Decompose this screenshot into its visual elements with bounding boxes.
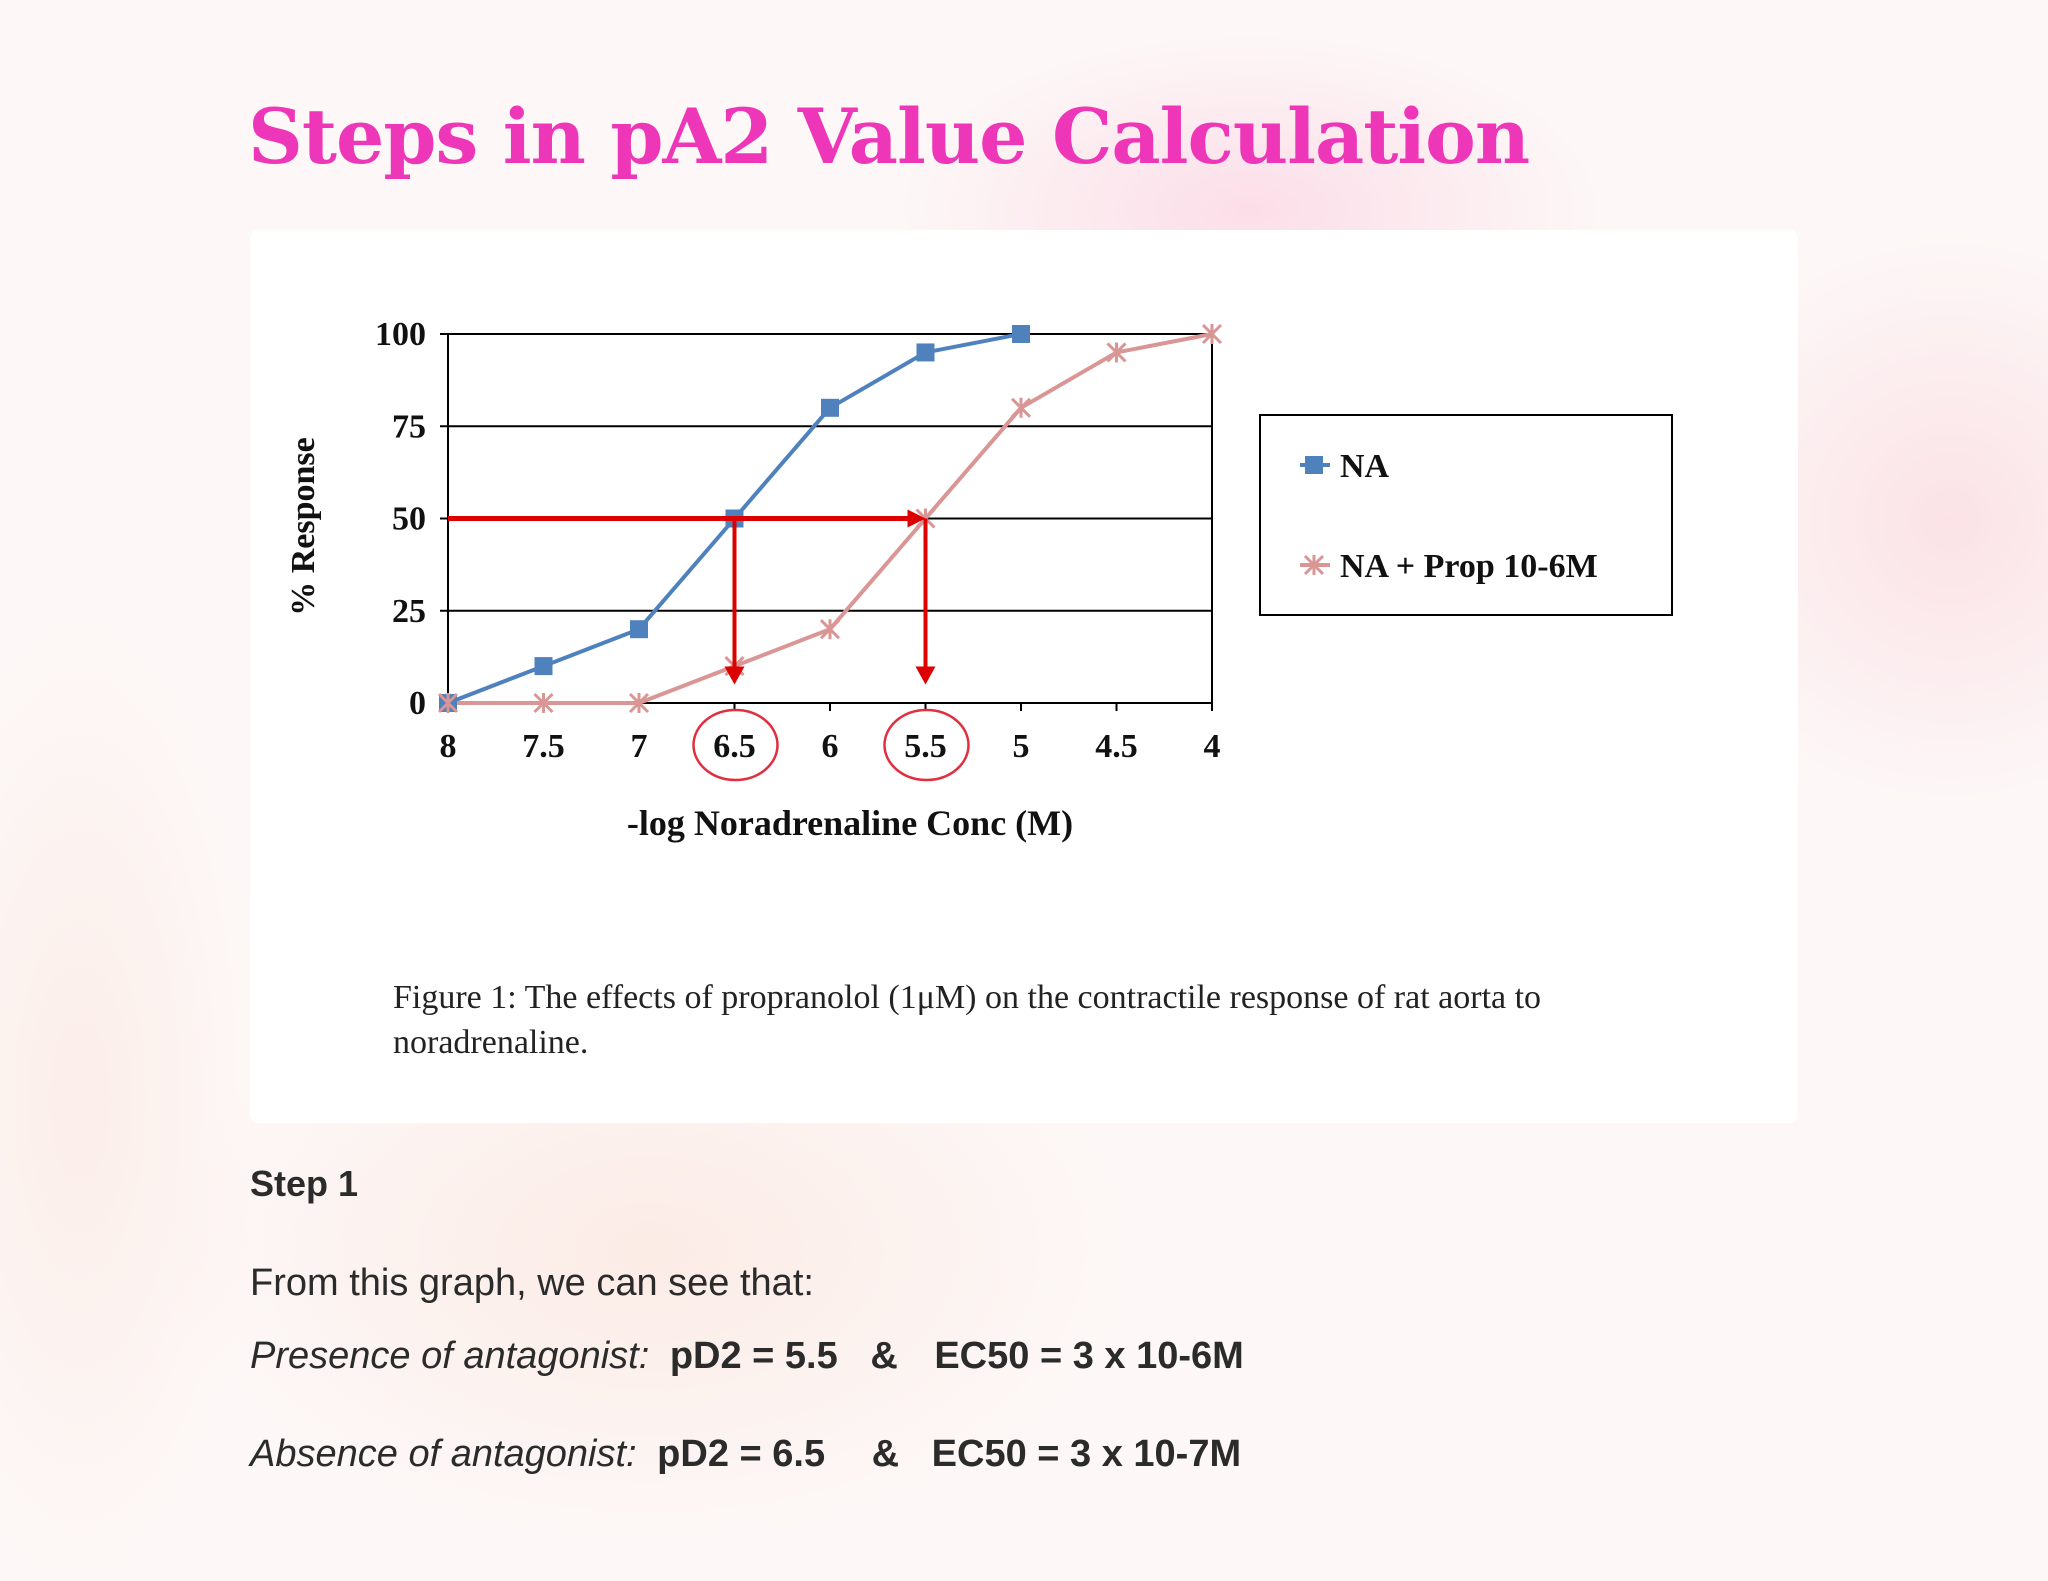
dose-response-chart: 0 25 50 75 100 8 7.5 7 6.5 6 5.5 5 4.5 4 -log Noradren… xyxy=(285,316,1673,843)
absence-pd2: pD2 = 6.5 xyxy=(657,1433,826,1475)
absence-line: Absence of antagonist: pD2 = 6.5 & EC50 … xyxy=(250,1433,1241,1476)
tick-circle-annotation xyxy=(883,708,970,782)
series-na-prop-point xyxy=(1010,397,1032,418)
legend-na-prop-marker xyxy=(1303,554,1325,576)
legend-na-label: NA xyxy=(1340,448,1390,485)
figure-caption: Figure 1: The effects of propranolol (1μ… xyxy=(393,979,1542,1061)
absence-ec50: EC50 = 3 x 10-7M xyxy=(931,1433,1242,1475)
y-tick-label: 0 xyxy=(409,685,426,722)
absence-label: Absence of antagonist: xyxy=(250,1433,637,1475)
presence-line: Presence of antagonist: pD2 = 5.5 & EC50… xyxy=(250,1335,1244,1378)
y-tick-label: 25 xyxy=(392,593,426,630)
tick-circle-annotation xyxy=(692,708,779,782)
step-heading: Step 1 xyxy=(250,1163,359,1204)
x-axis-title: -log Noradrenaline Conc (M) xyxy=(627,803,1073,843)
presence-ampersand: & xyxy=(870,1335,898,1377)
x-tick-label: 7.5 xyxy=(522,728,565,765)
series-na-prop-point xyxy=(819,619,841,640)
ec50-horizontal-arrowhead xyxy=(907,509,926,528)
x-tick-label: 6.5 xyxy=(713,728,756,765)
y-axis-title: % Response xyxy=(285,437,322,616)
series-na-prop-point xyxy=(1106,342,1127,363)
series-na-prop-point xyxy=(628,692,650,714)
y-tick-label: 75 xyxy=(392,408,426,445)
y-tick-label: 100 xyxy=(375,316,426,353)
legend-na-prop-label: NA + Prop 10-6M xyxy=(1340,548,1598,585)
x-tick-label: 5.5 xyxy=(904,728,947,765)
ec50-vertical-arrowhead xyxy=(915,666,936,685)
presence-label: Presence of antagonist: xyxy=(250,1335,650,1377)
series-na-point xyxy=(534,657,553,676)
series-na-point xyxy=(821,398,839,417)
series-na-prop-point xyxy=(437,692,459,714)
x-tick-label: 5 xyxy=(1013,728,1030,765)
x-tick-label: 7 xyxy=(631,728,648,765)
slide-title: Steps in pA2 Value Calculation xyxy=(248,92,1530,181)
series-na-point xyxy=(1012,325,1030,343)
figure-card: 0 25 50 75 100 8 7.5 7 6.5 6 5.5 5 4.5 4 -log Noradren… xyxy=(250,230,1798,1123)
ec50-vertical-arrowhead xyxy=(724,666,745,685)
y-tick-label: 50 xyxy=(392,501,426,538)
intro-text: From this graph, we can see that: xyxy=(250,1262,814,1304)
legend-na-marker xyxy=(1305,456,1323,474)
absence-ampersand: & xyxy=(871,1433,900,1475)
series-na-prop-point xyxy=(1201,323,1223,345)
x-tick-label: 8 xyxy=(440,728,457,765)
x-tick-label: 4.5 xyxy=(1095,728,1138,765)
series-na-prop-point xyxy=(533,692,554,714)
series-na-point xyxy=(916,343,935,362)
x-tick-label: 6 xyxy=(822,728,839,765)
series-na-point xyxy=(630,620,648,639)
x-tick-label: 4 xyxy=(1204,728,1221,765)
presence-ec50: EC50 = 3 x 10-6M xyxy=(934,1335,1244,1377)
chart-legend xyxy=(1259,414,1673,616)
presence-pd2: pD2 = 5.5 xyxy=(669,1335,838,1377)
